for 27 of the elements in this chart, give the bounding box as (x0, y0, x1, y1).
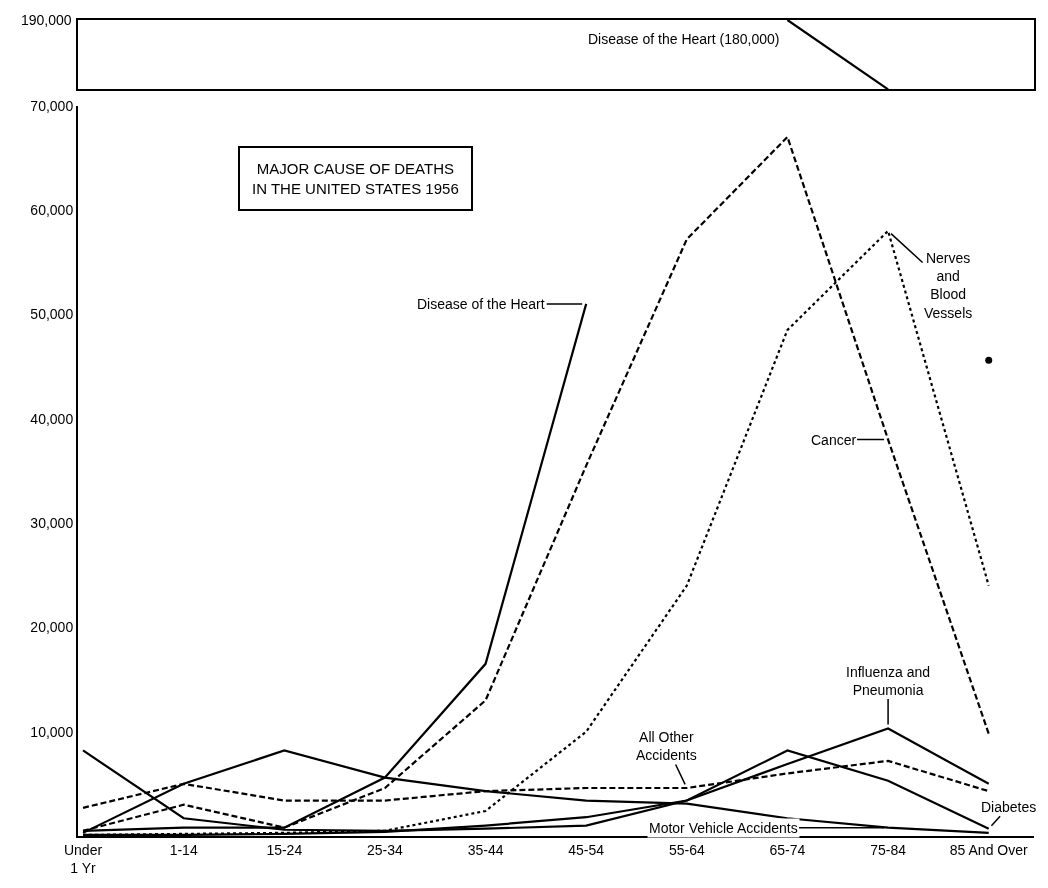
annotation: Disease of the Heart (180,000) (588, 31, 780, 47)
y-tick-label: 30,000 (30, 514, 74, 531)
x-tick-label: 75-84 (870, 841, 907, 858)
x-tick-label: 35-44 (467, 841, 504, 858)
x-tick-label: 15-24 (266, 841, 303, 858)
x-tick-label: Under 1 Yr (63, 841, 103, 876)
x-tick-label: 1-14 (169, 841, 198, 858)
x-tick-label: 45-54 (568, 841, 605, 858)
y-tick-label: 70,000 (30, 97, 74, 114)
y-tick-label: 40,000 (30, 410, 74, 427)
annotation: Disease of the Heart (417, 296, 545, 312)
x-tick-label: 55-64 (668, 841, 705, 858)
x-tick-label: 25-34 (367, 841, 404, 858)
x-tick-label: 65-74 (769, 841, 806, 858)
y-tick-label: 20,000 (30, 619, 74, 636)
y-tick-label: 50,000 (30, 306, 74, 323)
annotation: Motor Vehicle Accidents (649, 820, 798, 836)
text: 190,000 (21, 12, 72, 28)
annotation: Cancer (811, 432, 857, 448)
x-tick-label: 85 And Over (949, 841, 1028, 858)
y-tick-label: 60,000 (30, 201, 74, 218)
annotation: All Other Accidents (636, 729, 697, 764)
text: MAJOR CAUSE OF DEATHS IN THE UNITED STATES 1956 (252, 160, 459, 197)
annotation: Diabetes (981, 799, 1037, 815)
annotation: Nerves and Blood Vessels (924, 250, 973, 321)
annotation: Influenza and Pneumonia (846, 664, 931, 699)
y-tick-label: 10,000 (30, 723, 74, 740)
